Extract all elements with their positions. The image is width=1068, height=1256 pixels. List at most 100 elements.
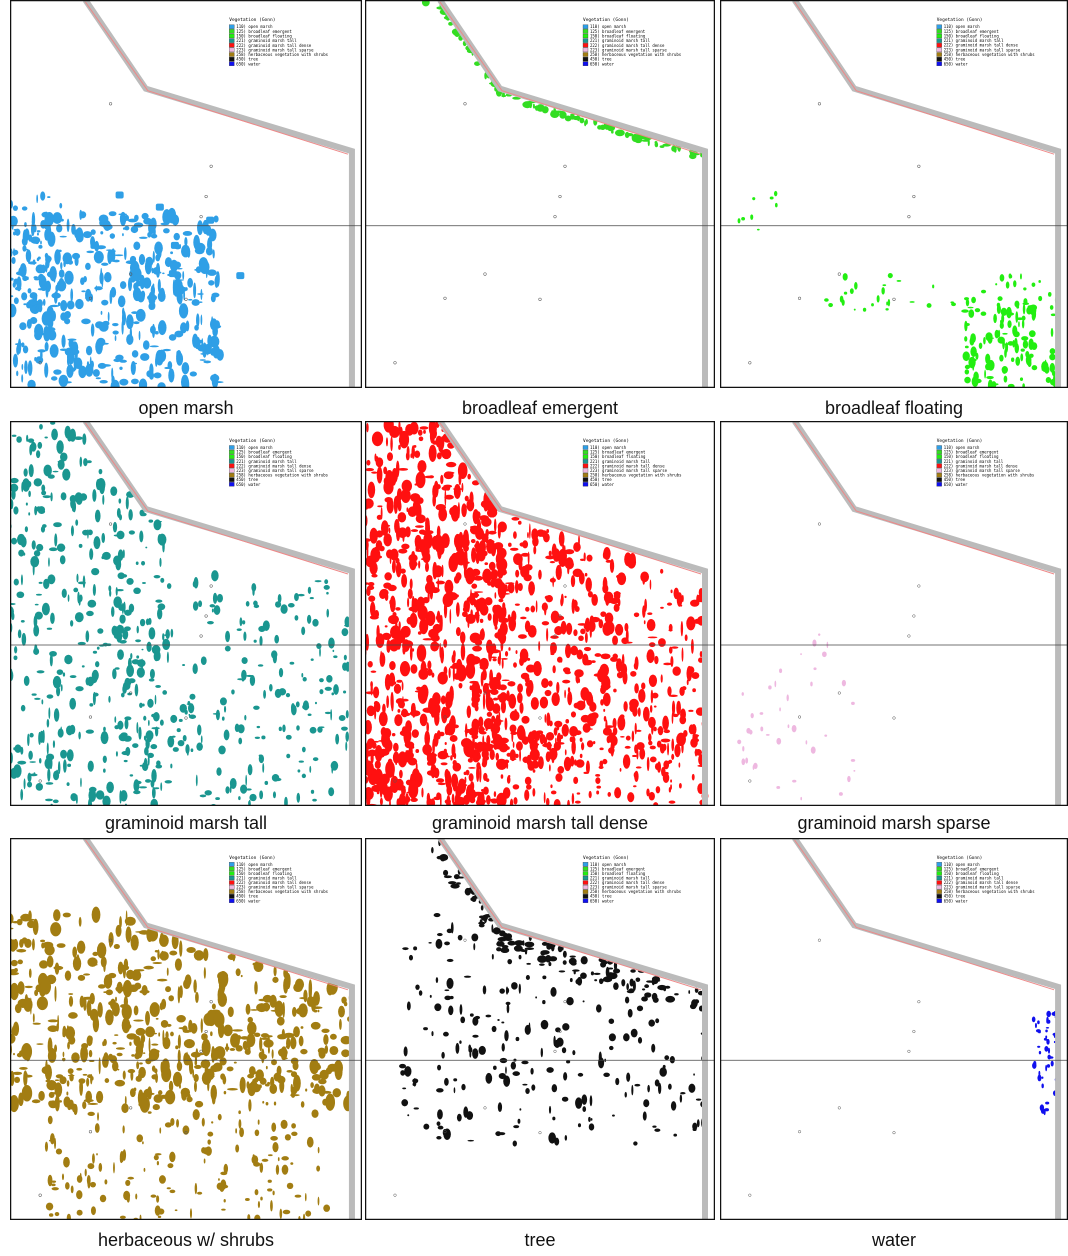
patch xyxy=(693,1073,695,1075)
legend-swatch xyxy=(937,885,942,889)
legend-swatch xyxy=(937,48,942,52)
patch xyxy=(438,783,446,786)
patch xyxy=(376,457,384,467)
patch xyxy=(614,592,621,596)
patch xyxy=(498,1102,502,1112)
patch xyxy=(27,734,29,746)
legend-swatch xyxy=(937,867,942,871)
patch xyxy=(135,781,142,785)
patch xyxy=(80,277,85,285)
patch xyxy=(620,736,625,738)
patch xyxy=(507,681,515,686)
patch xyxy=(126,578,133,585)
patch xyxy=(329,1046,338,1055)
patch xyxy=(154,1155,159,1160)
patch xyxy=(470,637,477,642)
patch xyxy=(169,1152,175,1162)
patch xyxy=(538,756,544,769)
patch xyxy=(245,1198,250,1201)
patch xyxy=(104,975,112,989)
patch xyxy=(136,1061,139,1069)
patch xyxy=(419,436,424,441)
patch xyxy=(43,299,46,306)
patch xyxy=(183,735,187,741)
patch xyxy=(179,719,183,722)
patch xyxy=(115,1080,125,1087)
patch xyxy=(60,555,66,564)
patch xyxy=(525,950,527,955)
patch xyxy=(650,705,652,713)
patch xyxy=(445,742,447,745)
patch xyxy=(63,759,67,772)
patch xyxy=(1001,308,1007,316)
patch xyxy=(383,467,387,475)
patch xyxy=(158,534,162,544)
patch xyxy=(472,1017,478,1026)
patch xyxy=(528,733,535,740)
patch xyxy=(43,495,51,498)
patch xyxy=(477,754,481,760)
patch xyxy=(471,896,476,902)
patch xyxy=(291,1092,295,1098)
patch xyxy=(1045,1035,1047,1038)
patch xyxy=(179,244,181,249)
patch xyxy=(378,752,381,758)
patch xyxy=(366,754,371,756)
legend-swatch xyxy=(583,899,588,903)
patch xyxy=(14,1077,20,1083)
marker xyxy=(838,1107,841,1110)
patch xyxy=(444,471,454,479)
patch xyxy=(540,697,548,709)
patch xyxy=(63,672,65,676)
patch xyxy=(133,588,141,595)
patch xyxy=(106,989,113,995)
patch xyxy=(95,510,101,523)
patch xyxy=(394,684,401,694)
patch xyxy=(179,940,182,956)
patch xyxy=(603,709,605,712)
patch xyxy=(155,726,158,736)
patch xyxy=(189,694,195,700)
patch xyxy=(579,572,585,584)
patch xyxy=(554,727,558,735)
patch xyxy=(207,621,214,624)
patch xyxy=(281,1156,289,1160)
patch xyxy=(115,667,120,670)
patch xyxy=(170,251,173,254)
patch xyxy=(87,1112,94,1116)
patch xyxy=(615,1078,619,1085)
legend-label: 650) water xyxy=(944,898,969,903)
patch xyxy=(628,1009,633,1018)
patch xyxy=(283,1210,291,1214)
patch xyxy=(119,640,126,643)
marker xyxy=(893,717,896,720)
patch xyxy=(634,744,638,753)
patch xyxy=(498,599,503,603)
patch xyxy=(53,799,59,803)
patch xyxy=(964,321,967,332)
patch xyxy=(396,680,402,683)
patch xyxy=(643,707,650,722)
patch xyxy=(625,746,631,749)
patch xyxy=(181,245,190,258)
legend-swatch xyxy=(229,469,234,473)
patch xyxy=(276,1165,279,1175)
patch xyxy=(1048,292,1052,297)
patch xyxy=(390,437,392,452)
patch xyxy=(262,1159,269,1162)
patch xyxy=(76,1068,82,1071)
patch xyxy=(443,485,452,488)
patch xyxy=(167,1187,171,1189)
panel-border xyxy=(720,838,1067,1219)
patch xyxy=(964,297,969,300)
patch xyxy=(627,556,636,569)
patch xyxy=(910,301,915,303)
patch xyxy=(550,784,552,788)
patch xyxy=(492,1026,497,1032)
patch xyxy=(215,797,220,800)
patch xyxy=(441,565,443,577)
patch xyxy=(42,311,52,326)
patch xyxy=(205,790,212,795)
patch xyxy=(482,569,492,583)
marker xyxy=(798,716,801,719)
